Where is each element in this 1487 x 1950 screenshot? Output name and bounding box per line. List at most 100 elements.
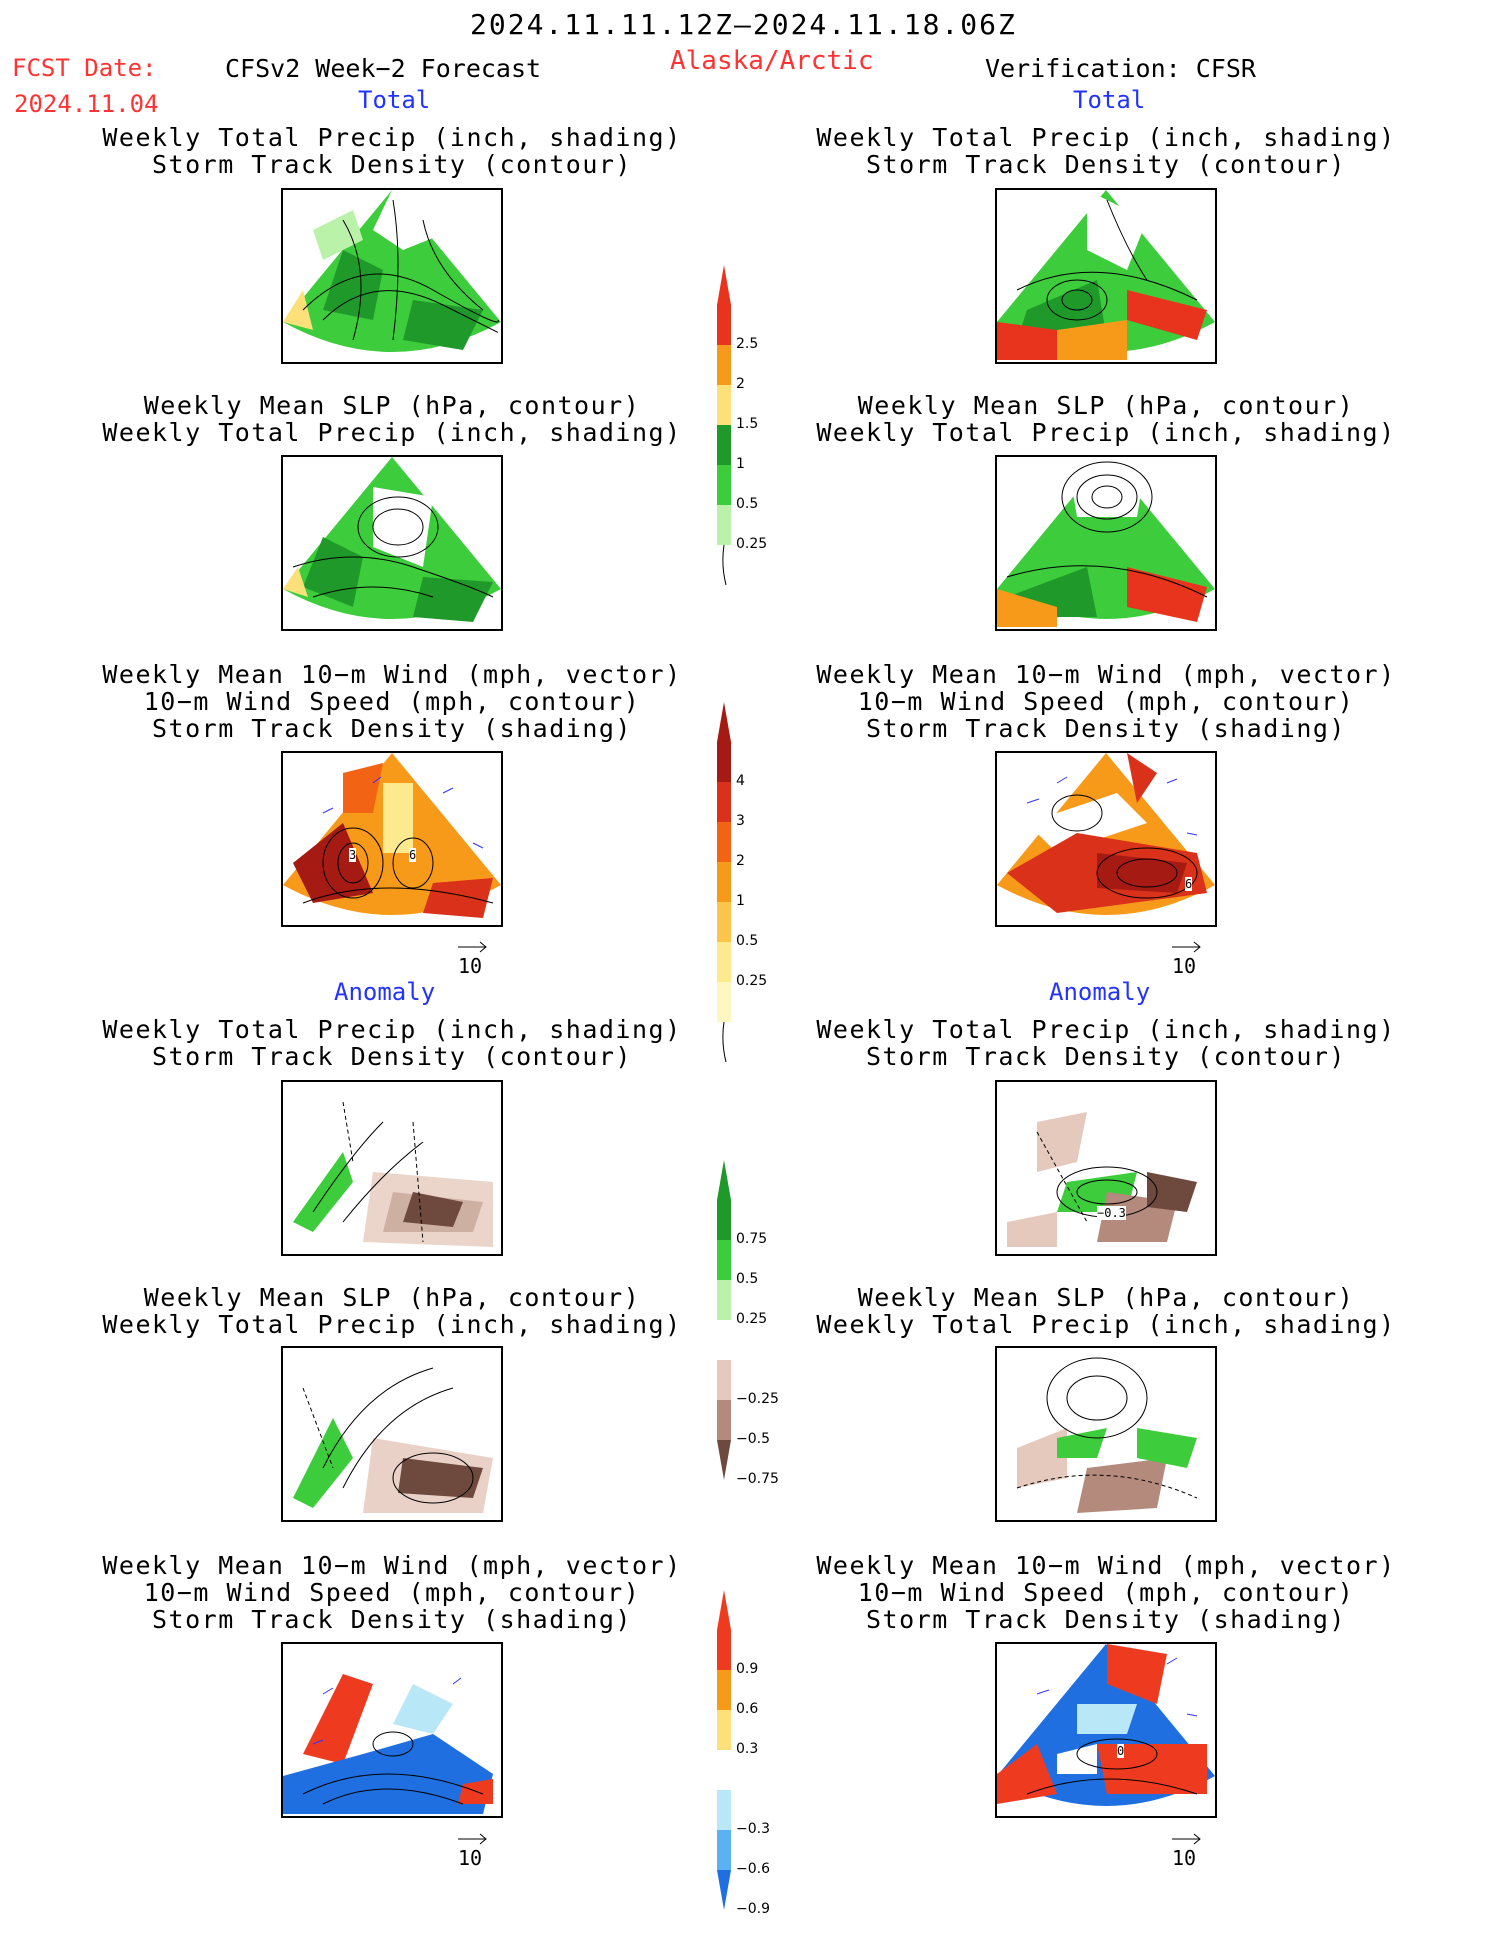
colorbar-top-triangle — [717, 702, 731, 742]
colorbar-label: 0.5 — [736, 933, 759, 949]
contour-label: 0 — [1117, 1744, 1125, 1758]
panel-title-anom-slp-right: Weekly Mean SLP (hPa, contour) Weekly To… — [816, 1283, 1396, 1339]
colorbar-box — [717, 822, 731, 862]
map-anom-slp-precip-fcst — [281, 1346, 503, 1522]
contour-label: 6 — [1185, 877, 1193, 891]
colorbar-box — [717, 902, 731, 942]
colorbar-label: 0.6 — [736, 1701, 759, 1717]
colorbar-label: −0.3 — [736, 1821, 770, 1837]
colorbar-label: 2 — [736, 376, 745, 392]
vector-reference: 10 — [1172, 940, 1204, 978]
colorbar-box — [717, 1280, 731, 1320]
colorbar-box — [717, 942, 731, 982]
colorbar-swatches — [717, 265, 731, 585]
colorbar-label: 0.5 — [736, 1271, 759, 1287]
colorbar-box — [717, 1400, 731, 1440]
colorbar-label: 0.25 — [736, 536, 768, 552]
colorbar-bottom-triangle — [717, 1870, 731, 1910]
section-total-left: Total — [358, 86, 431, 114]
colorbar-box — [717, 345, 731, 385]
colorbar-swatches — [717, 702, 731, 1062]
colorbar-bottom-triangle — [717, 1440, 731, 1480]
colorbar-label: 0.3 — [736, 1741, 759, 1757]
colorbar-label: 3 — [736, 813, 745, 829]
colorbar-box — [717, 385, 731, 425]
panel-title-total-slp-right: Weekly Mean SLP (hPa, contour) Weekly To… — [816, 391, 1396, 447]
contour-label: 3 — [349, 848, 357, 862]
colorbar-label: 0.9 — [736, 1661, 759, 1677]
model-title: CFSv2 Week−2 Forecast — [225, 54, 542, 83]
colorbar-box — [717, 465, 731, 505]
colorbar-top-triangle — [717, 1160, 731, 1200]
colorbar-box — [717, 1200, 731, 1240]
colorbar-top-triangle — [717, 1590, 731, 1630]
colorbar-label: −0.9 — [736, 1901, 770, 1917]
colorbar-box — [717, 742, 731, 782]
panel-title-anom-slp-left: Weekly Mean SLP (hPa, contour) Weekly To… — [102, 1283, 682, 1339]
section-anomaly-right: Anomaly — [1049, 978, 1151, 1006]
colorbar-box — [717, 1630, 731, 1670]
map-anom-wind-storm-verif: 0 — [995, 1642, 1217, 1818]
map-total-wind-storm-verif: 6 — [995, 751, 1217, 927]
fcst-date-value: 2024.11.04 — [14, 90, 159, 118]
contour-label: −0.3 — [1097, 1206, 1126, 1220]
colorbar-label: −0.5 — [736, 1431, 770, 1447]
vector-reference: 10 — [458, 1832, 490, 1870]
colorbar-label: 1.5 — [736, 416, 759, 432]
colorbar-label: 2 — [736, 853, 745, 869]
colorbar-box — [717, 782, 731, 822]
vector-arrow-icon — [1172, 941, 1201, 953]
panel-title-total-slp-left: Weekly Mean SLP (hPa, contour) Weekly To… — [102, 391, 682, 447]
colorbar-label: 0.75 — [736, 1231, 768, 1247]
verification-title: Verification: CFSR — [985, 54, 1256, 83]
vector-arrow-icon — [458, 1833, 487, 1845]
vector-arrow-icon — [458, 941, 487, 953]
colorbar-swatches — [717, 1590, 731, 1910]
colorbar-label: 0.5 — [736, 496, 759, 512]
colorbar-swatches — [717, 1160, 731, 1480]
colorbar-top-triangle — [717, 265, 731, 305]
map-total-slp-precip-fcst — [281, 455, 503, 631]
colorbar-label: 4 — [736, 773, 745, 789]
colorbar-box — [717, 1240, 731, 1280]
panel-title-anom-precip-right: Weekly Total Precip (inch, shading) Stor… — [816, 1015, 1396, 1071]
panel-title-anom-wind-right: Weekly Mean 10−m Wind (mph, vector) 10−m… — [816, 1551, 1396, 1634]
colorbar-label: 1 — [736, 456, 745, 472]
colorbar-box — [717, 1360, 731, 1400]
colorbar-box — [717, 1670, 731, 1710]
map-anom-slp-precip-verif — [995, 1346, 1217, 1522]
section-anomaly-left: Anomaly — [334, 978, 436, 1006]
date-range-title: 2024.11.11.12Z—2024.11.18.06Z — [470, 8, 1017, 41]
colorbar-box — [717, 1710, 731, 1750]
colorbar-label: 0.25 — [736, 1311, 768, 1327]
section-total-right: Total — [1073, 86, 1146, 114]
contour-label: 6 — [409, 848, 417, 862]
vector-arrow-icon — [1172, 1833, 1201, 1845]
colorbar-box — [717, 505, 731, 545]
panel-title-total-wind-right: Weekly Mean 10−m Wind (mph, vector) 10−m… — [816, 660, 1396, 743]
map-anom-precip-storm-fcst — [281, 1080, 503, 1256]
colorbar-label: −0.6 — [736, 1861, 770, 1877]
colorbar-label: 0.25 — [736, 973, 768, 989]
map-total-slp-precip-verif — [995, 455, 1217, 631]
colorbar-box — [717, 982, 731, 1022]
colorbar-label: −0.75 — [736, 1471, 779, 1487]
map-total-precip-storm-verif — [995, 188, 1217, 364]
map-total-precip-storm-fcst — [281, 188, 503, 364]
colorbar-box — [717, 1750, 731, 1790]
colorbar-box — [717, 1790, 731, 1830]
colorbar-box — [717, 862, 731, 902]
vector-reference: 10 — [458, 940, 490, 978]
colorbar-label: −0.25 — [736, 1391, 779, 1407]
colorbar-box — [717, 1830, 731, 1870]
colorbar-tail — [722, 544, 727, 585]
region-title: Alaska/Arctic — [670, 46, 874, 76]
vector-reference: 10 — [1172, 1832, 1204, 1870]
panel-title-total-wind-left: Weekly Mean 10−m Wind (mph, vector) 10−m… — [102, 660, 682, 743]
colorbar-box — [717, 305, 731, 345]
map-total-wind-storm-fcst: 3 6 — [281, 751, 503, 927]
panel-title-total-precip-left: Weekly Total Precip (inch, shading) Stor… — [102, 123, 682, 179]
colorbar-tail — [722, 1021, 727, 1062]
fcst-date-label: FCST Date: — [12, 54, 157, 82]
map-anom-wind-storm-fcst — [281, 1642, 503, 1818]
